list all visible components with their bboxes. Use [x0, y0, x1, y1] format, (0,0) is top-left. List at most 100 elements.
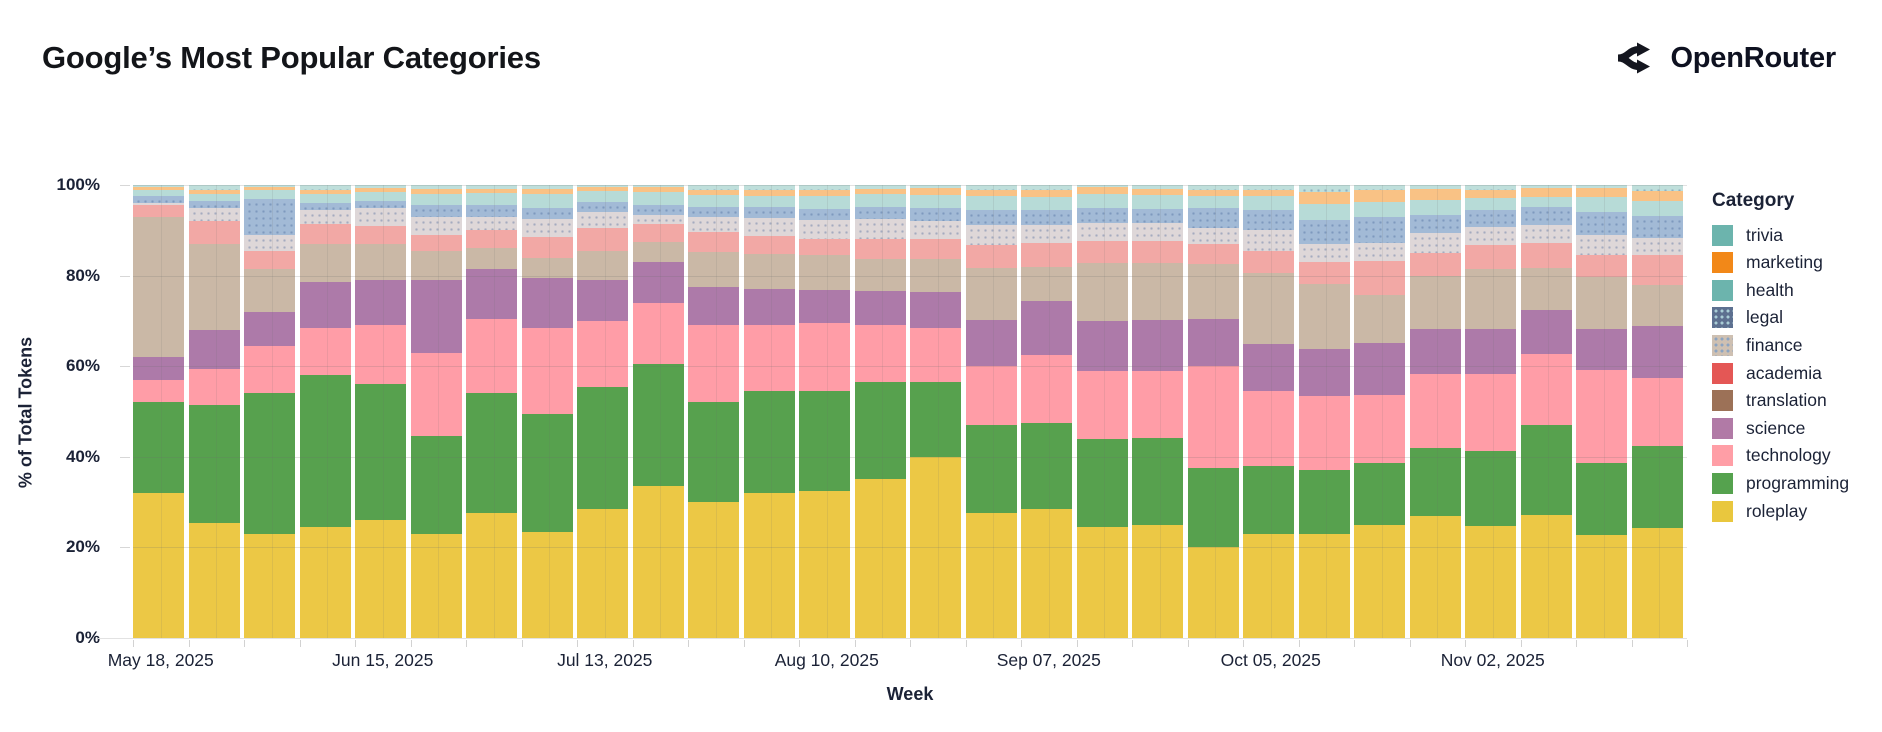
bar-segment-technology[interactable] [965, 366, 1017, 426]
bar-segment-finance[interactable] [133, 203, 184, 206]
bar-segment-technology[interactable] [466, 318, 517, 394]
bar-segment-technology[interactable] [1243, 391, 1294, 466]
bar-segment-trivia[interactable] [244, 185, 295, 188]
bar-segment-marketing[interactable] [1076, 187, 1128, 195]
bar-segment-roleplay[interactable] [1465, 525, 1516, 638]
bar-segment-trivia[interactable] [466, 185, 517, 189]
bar-segment-legal[interactable] [1187, 207, 1239, 229]
bar-segment-marketing[interactable] [299, 189, 351, 195]
bar-segment-roleplay[interactable] [1631, 528, 1683, 638]
bar-segment-legal[interactable] [1409, 214, 1461, 233]
bar-segment-academia[interactable] [355, 225, 406, 244]
bar-segment-technology[interactable] [299, 327, 351, 376]
bar-segment-programming[interactable] [688, 402, 739, 503]
bar-segment-technology[interactable] [410, 352, 462, 437]
bar-segment-academia[interactable] [1631, 254, 1683, 285]
bar-segment-science[interactable] [299, 282, 351, 328]
bar-segment-trivia[interactable] [1576, 185, 1627, 189]
bar-segment-programming[interactable] [1520, 425, 1572, 515]
bar-segment-academia[interactable] [1520, 243, 1572, 269]
bar-segment-academia[interactable] [854, 238, 906, 259]
bar-segment-translation[interactable] [577, 250, 628, 281]
bar-segment-marketing[interactable] [1298, 191, 1350, 204]
bar-segment-trivia[interactable] [188, 185, 240, 190]
bar-segment-finance[interactable] [244, 234, 295, 251]
bar-segment-science[interactable] [743, 289, 795, 326]
bar-segment-technology[interactable] [1520, 353, 1572, 426]
bar-segment-academia[interactable] [799, 238, 850, 256]
bar-segment-science[interactable] [1409, 329, 1461, 375]
bar-segment-science[interactable] [1631, 326, 1683, 378]
bar-segment-finance[interactable] [1354, 243, 1405, 261]
bar-segment-roleplay[interactable] [521, 531, 573, 638]
bar-segment-marketing[interactable] [244, 187, 295, 190]
bar-segment-academia[interactable] [1298, 262, 1350, 284]
bar-segment-health[interactable] [799, 195, 850, 210]
bar-segment-science[interactable] [244, 311, 295, 346]
bar-segment-legal[interactable] [577, 201, 628, 213]
bar-segment-marketing[interactable] [133, 187, 184, 190]
bar-segment-marketing[interactable] [577, 187, 628, 191]
bar-segment-legal[interactable] [688, 206, 739, 217]
bar-segment-science[interactable] [521, 277, 573, 328]
bar-segment-legal[interactable] [355, 200, 406, 208]
bar-segment-science[interactable] [355, 280, 406, 326]
bar-segment-roleplay[interactable] [1520, 514, 1572, 638]
bar-segment-translation[interactable] [1021, 266, 1072, 302]
bar-segment-finance[interactable] [466, 216, 517, 231]
bar-segment-trivia[interactable] [1243, 185, 1294, 190]
bar-segment-legal[interactable] [1243, 209, 1294, 231]
bar-segment-trivia[interactable] [1465, 185, 1516, 190]
bar-segment-legal[interactable] [1465, 209, 1516, 227]
bar-segment-finance[interactable] [1465, 226, 1516, 245]
bar-segment-programming[interactable] [188, 404, 240, 523]
bar-segment-roleplay[interactable] [632, 486, 684, 638]
bar-segment-legal[interactable] [244, 198, 295, 235]
bar-segment-finance[interactable] [1132, 223, 1183, 242]
bar-segment-technology[interactable] [1187, 366, 1239, 469]
bar-segment-legal[interactable] [133, 196, 184, 204]
bar-segment-programming[interactable] [910, 382, 961, 457]
bar-segment-legal[interactable] [1132, 208, 1183, 224]
bar-segment-technology[interactable] [854, 325, 906, 383]
bar-segment-science[interactable] [1576, 328, 1627, 371]
bar-segment-technology[interactable] [688, 325, 739, 403]
bar-segment-science[interactable] [1520, 310, 1572, 354]
bar-segment-health[interactable] [1187, 196, 1239, 208]
bar-segment-science[interactable] [133, 357, 184, 380]
bar-segment-marketing[interactable] [1187, 189, 1239, 197]
bar-segment-science[interactable] [799, 290, 850, 324]
bar-segment-health[interactable] [1520, 196, 1572, 207]
bar-segment-finance[interactable] [1631, 238, 1683, 255]
bar-segment-translation[interactable] [1132, 262, 1183, 320]
bar-segment-roleplay[interactable] [244, 533, 295, 638]
bar-segment-trivia[interactable] [799, 185, 850, 190]
bar-segment-programming[interactable] [577, 386, 628, 509]
bar-segment-roleplay[interactable] [1354, 524, 1405, 638]
bar-segment-science[interactable] [1298, 349, 1350, 396]
bar-segment-technology[interactable] [910, 327, 961, 383]
bar-segment-programming[interactable] [133, 402, 184, 494]
bar-segment-health[interactable] [1354, 201, 1405, 217]
bar-segment-health[interactable] [1631, 201, 1683, 217]
bar-segment-academia[interactable] [910, 238, 961, 259]
bar-segment-finance[interactable] [910, 220, 961, 239]
bar-segment-translation[interactable] [299, 243, 351, 283]
bar-segment-translation[interactable] [688, 252, 739, 287]
openrouter-logo[interactable]: OpenRouter [1615, 38, 1836, 78]
bar-segment-marketing[interactable] [1243, 189, 1294, 197]
bar-segment-marketing[interactable] [1409, 188, 1461, 201]
bar-segment-roleplay[interactable] [965, 513, 1017, 638]
bar-segment-programming[interactable] [1298, 470, 1350, 534]
bar-segment-health[interactable] [1132, 195, 1183, 209]
bar-segment-roleplay[interactable] [799, 490, 850, 638]
bar-segment-legal[interactable] [743, 207, 795, 218]
bar-segment-trivia[interactable] [854, 185, 906, 189]
bar-segment-academia[interactable] [188, 221, 240, 244]
bar-segment-finance[interactable] [1187, 228, 1239, 244]
bar-segment-marketing[interactable] [188, 189, 240, 195]
bar-segment-academia[interactable] [1187, 243, 1239, 265]
bar-segment-trivia[interactable] [965, 185, 1017, 190]
bar-segment-health[interactable] [1298, 203, 1350, 221]
bar-segment-science[interactable] [410, 280, 462, 353]
